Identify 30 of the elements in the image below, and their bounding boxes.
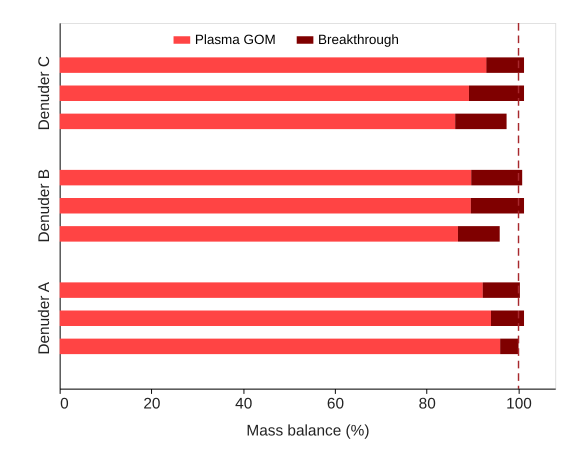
bar xyxy=(60,170,472,186)
bar xyxy=(60,198,471,214)
legend-label: Breakthrough xyxy=(318,32,399,47)
bar xyxy=(490,310,524,326)
x-tick-label: 60 xyxy=(326,395,344,412)
x-tick-label: 20 xyxy=(143,395,160,412)
x-tick-label: 80 xyxy=(418,395,436,412)
bar xyxy=(60,86,469,101)
bar xyxy=(470,198,524,214)
bar xyxy=(455,114,507,130)
bar xyxy=(60,114,456,130)
bar xyxy=(60,338,500,354)
x-tick-label: 100 xyxy=(506,395,532,412)
bar xyxy=(468,86,524,101)
bar xyxy=(60,282,483,298)
bar xyxy=(482,282,520,298)
bar xyxy=(60,226,458,242)
text: Denuder B xyxy=(36,169,54,243)
bar xyxy=(458,226,500,242)
bar xyxy=(471,170,522,186)
bar xyxy=(60,310,491,326)
x-tick-label: 40 xyxy=(235,395,252,412)
text: Denuder A xyxy=(36,281,54,355)
bar xyxy=(60,57,486,73)
x-axis-title: Mass balance (%) xyxy=(246,422,370,440)
text: Denuder C xyxy=(36,56,54,130)
bar xyxy=(486,57,524,73)
x-tick-label: 0 xyxy=(60,395,69,412)
bar xyxy=(500,338,519,354)
legend-label: Plasma GOM xyxy=(194,32,276,47)
